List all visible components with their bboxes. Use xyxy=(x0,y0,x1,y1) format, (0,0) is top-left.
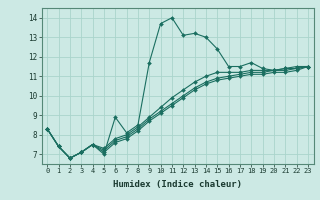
X-axis label: Humidex (Indice chaleur): Humidex (Indice chaleur) xyxy=(113,180,242,189)
